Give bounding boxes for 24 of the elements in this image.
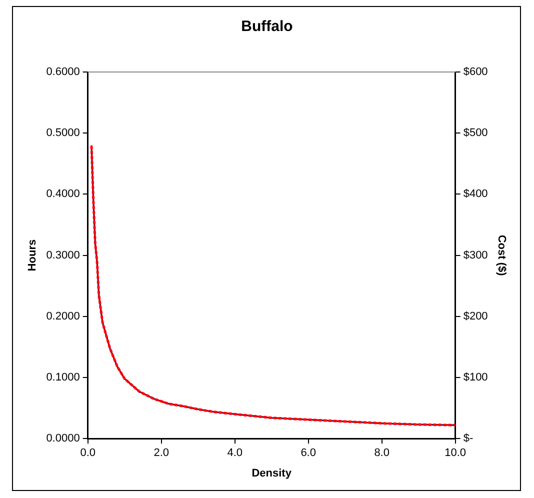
x-tick-label: 8.0	[374, 447, 390, 460]
x-tick-label: 2.0	[154, 447, 169, 460]
x-tick-label: 6.0	[300, 447, 316, 460]
x-axis-title: Density	[252, 467, 292, 480]
chart-title: Buffalo	[241, 18, 293, 36]
y-axis-title: Hours	[26, 239, 39, 272]
y-tick-label: 0.6000	[46, 66, 80, 78]
y2-tick-label: $500	[463, 127, 488, 140]
y-tick-label: 0.3000	[46, 249, 80, 262]
x-tick-label: 4.0	[227, 447, 242, 460]
y2-tick-label: $400	[463, 188, 488, 200]
y2-axis-title: Cost ($)	[495, 234, 508, 276]
y-tick-label: 0.2000	[46, 310, 80, 322]
y2-tick-label: $300	[463, 249, 488, 262]
y-tick-label: 0.1000	[46, 372, 80, 384]
x-tick-label: 10.0	[444, 447, 466, 460]
y-tick-label: 0.0000	[46, 432, 80, 445]
y-tick-label: 0.4000	[46, 188, 80, 200]
y2-tick-label: $600	[463, 66, 488, 78]
y2-tick-label: $100	[463, 372, 488, 384]
y2-tick-label: $-	[463, 432, 474, 445]
y-tick-label: 0.5000	[46, 127, 80, 140]
y2-tick-label: $200	[463, 310, 488, 322]
x-tick-label: 0.0	[80, 447, 96, 460]
